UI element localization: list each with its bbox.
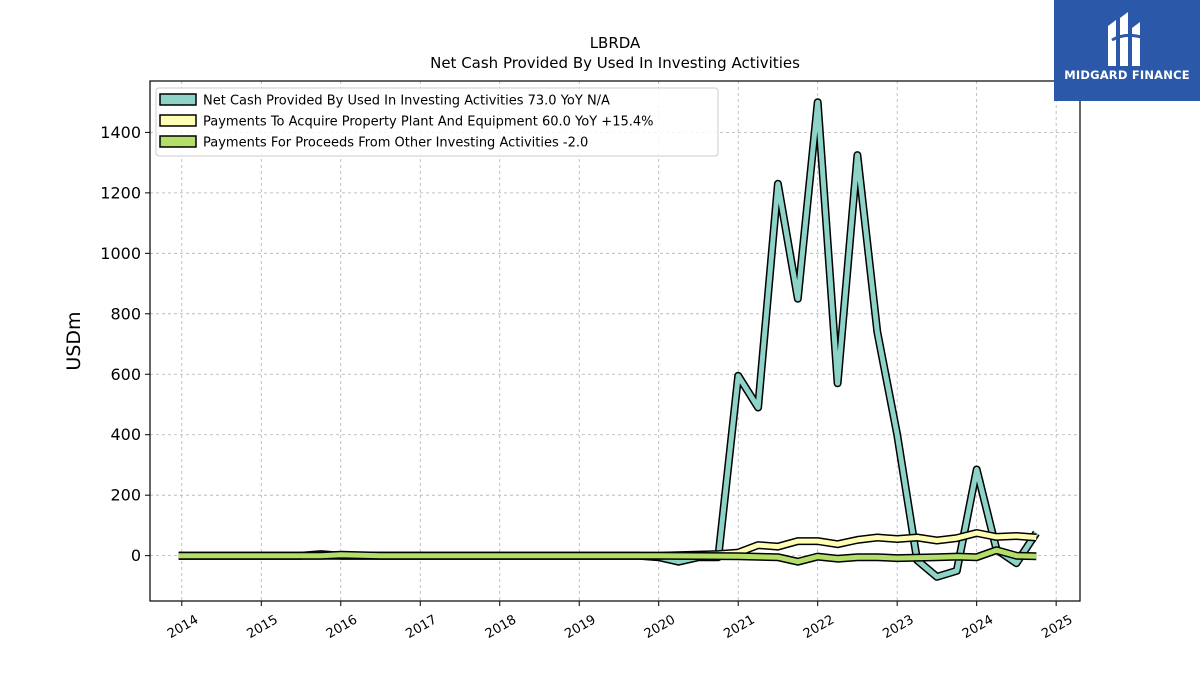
brand-mark-icon xyxy=(1108,12,1145,66)
y-tick-label: 600 xyxy=(110,365,141,384)
legend: Net Cash Provided By Used In Investing A… xyxy=(155,87,719,157)
x-tick-label: 2020 xyxy=(642,612,678,642)
x-tick-label: 2016 xyxy=(324,612,360,642)
y-axis-label: USDm xyxy=(63,311,85,370)
x-tick-label: 2014 xyxy=(165,612,201,642)
series-lines xyxy=(178,98,1040,581)
y-tick-label: 0 xyxy=(131,546,141,565)
legend-swatch-2 xyxy=(159,135,197,148)
chart-subtitle: Net Cash Provided By Used In Investing A… xyxy=(430,54,800,72)
brand-name: MIDGARD FINANCE xyxy=(1064,68,1190,82)
legend-label-1: Payments To Acquire Property Plant And E… xyxy=(203,115,654,130)
x-axis: 2014 2015 2016 2017 2018 2019 2020 2021 2022 2023… xyxy=(165,601,1075,642)
x-tick-label: 2024 xyxy=(960,612,996,642)
x-tick-label: 2017 xyxy=(403,612,439,642)
y-tick-label: 400 xyxy=(110,425,141,444)
legend-frame xyxy=(155,87,719,157)
chart-title: LBRDA xyxy=(590,34,641,52)
x-tick-label: 2025 xyxy=(1039,612,1075,642)
series-0-line xyxy=(178,99,1039,580)
x-tick-label: 2021 xyxy=(721,612,757,642)
legend-swatch-0 xyxy=(159,93,197,106)
x-tick-label: 2015 xyxy=(244,612,280,642)
x-tick-label: 2019 xyxy=(562,612,598,642)
y-axis: 0 200 400 600 800 1000 1200 1400 xyxy=(100,123,150,565)
y-tick-label: 1200 xyxy=(100,183,141,202)
grid xyxy=(150,81,1080,601)
x-tick-label: 2023 xyxy=(880,612,916,642)
y-tick-label: 1400 xyxy=(100,123,141,142)
x-tick-label: 2018 xyxy=(483,612,519,642)
plot-area-frame xyxy=(149,80,1081,602)
brand-logo: MIDGARD FINANCE xyxy=(1054,0,1200,101)
x-tick-label: 2022 xyxy=(801,612,837,642)
legend-swatch-1 xyxy=(159,114,197,127)
y-tick-label: 200 xyxy=(110,486,141,505)
series-2-line xyxy=(178,547,1037,565)
y-tick-label: 1000 xyxy=(100,244,141,263)
y-tick-label: 800 xyxy=(110,304,141,323)
legend-label-0: Net Cash Provided By Used In Investing A… xyxy=(203,94,610,109)
legend-label-2: Payments For Proceeds From Other Investi… xyxy=(203,136,588,151)
